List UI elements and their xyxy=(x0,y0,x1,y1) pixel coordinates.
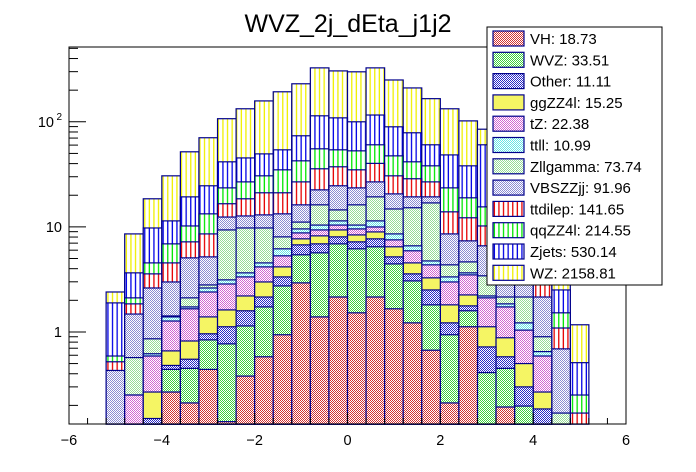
y-tick-label: 10 xyxy=(46,220,62,236)
legend-swatch xyxy=(492,51,525,68)
legend-swatch xyxy=(492,222,525,239)
bar-vh-bin-13 xyxy=(346,312,367,425)
legend-swatch xyxy=(492,72,525,90)
bar-vh-bin-19 xyxy=(458,326,479,425)
legend-swatch xyxy=(492,94,525,111)
legend-label: ggZZ4l: 15.25 xyxy=(530,95,623,112)
legend-box xyxy=(486,26,663,286)
bar-vh-bin-7 xyxy=(235,375,256,425)
x-tick-label: 6 xyxy=(622,433,630,449)
legend-label: VBSZZjj: 91.96 xyxy=(530,180,631,197)
bar-other-bin-23 xyxy=(532,408,553,425)
bar-vh-bin-15 xyxy=(384,308,404,425)
y-tick-label: 10 xyxy=(38,115,54,131)
bar-vh-bin-8 xyxy=(254,356,274,425)
legend-item-zjets: Zjets: 530.14 xyxy=(492,243,617,261)
bar-ttdilep-bin-25 xyxy=(569,412,590,425)
legend-label: qqZZ4l: 214.55 xyxy=(530,223,631,240)
legend-item-ttll: ttll: 10.99 xyxy=(492,136,591,155)
bar-zllgamma-bin-24 xyxy=(551,412,571,425)
bar-vh-bin-9 xyxy=(272,334,293,425)
bar-vh-bin-5 xyxy=(198,368,219,425)
y-tick-exponent: 2 xyxy=(56,112,62,123)
legend-label: Other: 11.11 xyxy=(530,74,611,91)
bar-other-bin-2 xyxy=(142,417,163,425)
x-tick-label: 4 xyxy=(529,433,537,449)
bar-vh-bin-18 xyxy=(439,402,460,425)
x-tick-label: 0 xyxy=(343,433,351,449)
legend-item-vbszzjj: VBSZZjj: 91.96 xyxy=(492,179,631,197)
legend-item-vh: VH: 18.73 xyxy=(492,30,597,48)
bar-vh-bin-17 xyxy=(421,349,441,425)
bar-vh-bin-4 xyxy=(179,402,200,425)
series-vh xyxy=(161,282,516,425)
legend-item-ttdilep: ttdilep: 141.65 xyxy=(492,200,624,218)
legend-swatch xyxy=(492,136,525,154)
bar-vh-bin-21 xyxy=(495,406,516,425)
legend-label: WZ: 2158.81 xyxy=(530,265,616,282)
bar-vh-bin-3 xyxy=(161,391,181,425)
bar-tz-bin-1 xyxy=(124,394,144,425)
legend-item-tz: tZ: 22.38 xyxy=(492,115,589,133)
x-tick-label: −2 xyxy=(246,433,263,449)
x-axis: −6 −4 −2 0 2 4 6 xyxy=(61,413,630,449)
legend: VH: 18.73 WVZ: 33.51 Other: 11.11 ggZZ4l: 1… xyxy=(486,26,663,286)
legend-item-wvz: WVZ: 33.51 xyxy=(492,51,609,69)
legend-item-ggzz4l: ggZZ4l: 15.25 xyxy=(492,94,623,112)
legend-item-other: Other: 11.11 xyxy=(492,72,611,91)
bar-vh-bin-10 xyxy=(291,282,311,425)
bar-vh-bin-16 xyxy=(402,322,423,425)
legend-swatch xyxy=(492,264,525,281)
legend-swatch xyxy=(492,179,525,196)
y-tick-label: 1 xyxy=(54,325,62,341)
legend-swatch xyxy=(492,158,525,175)
legend-label: tZ: 22.38 xyxy=(530,116,589,133)
legend-swatch xyxy=(492,30,525,47)
x-tick-label: −4 xyxy=(154,433,171,449)
legend-item-qqzz4l: qqZZ4l: 214.55 xyxy=(492,222,631,240)
bar-vh-bin-11 xyxy=(309,316,330,425)
chart-title: WVZ_2j_dEta_j1j2 xyxy=(244,10,451,38)
x-tick-label: −6 xyxy=(61,433,78,449)
bar-vbszzjj-bin-0 xyxy=(105,369,126,425)
legend-label: WVZ: 33.51 xyxy=(530,52,609,69)
legend-swatch xyxy=(492,243,525,260)
bar-wvz-bin-6 xyxy=(216,343,237,425)
bar-vh-bin-12 xyxy=(328,296,349,425)
bar-wvz-bin-20 xyxy=(476,372,497,425)
x-tick-label: 2 xyxy=(436,433,444,449)
bar-vh-bin-14 xyxy=(365,296,386,425)
legend-item-zllgamma: Zllgamma: 73.74 xyxy=(492,158,642,176)
legend-label: VH: 18.73 xyxy=(530,31,597,48)
legend-label: Zllgamma: 73.74 xyxy=(530,159,642,176)
legend-label: ttll: 10.99 xyxy=(530,138,591,155)
legend-label: Zjets: 530.14 xyxy=(530,244,617,261)
legend-label: ttdilep: 141.65 xyxy=(530,201,624,218)
legend-swatch xyxy=(492,200,525,217)
legend-swatch xyxy=(492,115,525,132)
bar-wvz-bin-22 xyxy=(513,405,534,425)
legend-item-wz: WZ: 2158.81 xyxy=(492,264,616,282)
